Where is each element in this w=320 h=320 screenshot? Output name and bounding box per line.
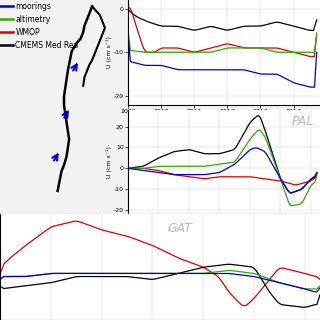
- Text: altimetry: altimetry: [15, 15, 51, 24]
- Text: moorings: moorings: [15, 2, 51, 11]
- Text: PAL: PAL: [292, 115, 314, 128]
- Text: CMEMS Med Rea: CMEMS Med Rea: [15, 41, 79, 50]
- Y-axis label: U (cm s⁻¹): U (cm s⁻¹): [106, 36, 112, 68]
- Y-axis label: U (cm s⁻¹): U (cm s⁻¹): [106, 146, 112, 178]
- Text: WMOP: WMOP: [15, 28, 40, 37]
- Text: GAT: GAT: [167, 222, 192, 235]
